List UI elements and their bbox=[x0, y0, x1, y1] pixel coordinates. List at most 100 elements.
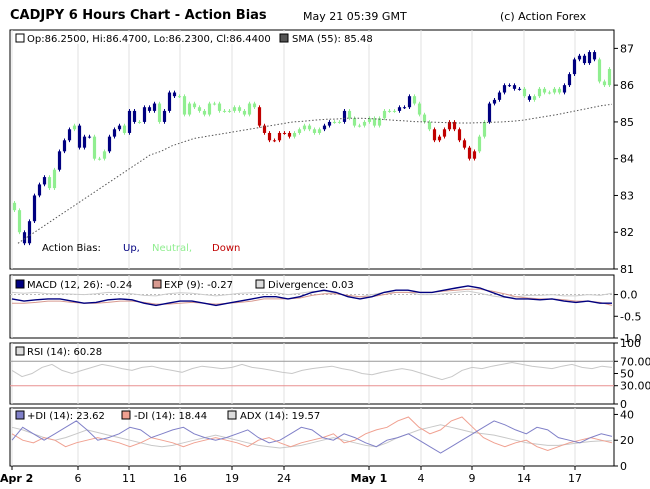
price-candle bbox=[352, 118, 357, 126]
price-candle bbox=[347, 110, 352, 119]
x-tick-label: 19 bbox=[225, 472, 239, 485]
adx-label: ADX (14): 19.57 bbox=[240, 411, 320, 422]
price-candle bbox=[527, 96, 532, 100]
y-tick-label: 0 bbox=[620, 460, 627, 473]
price-candle bbox=[42, 177, 47, 185]
y-tick-label: 100 bbox=[620, 337, 641, 350]
price-candle bbox=[607, 68, 612, 86]
rsi-panel bbox=[9, 342, 615, 405]
price-candle bbox=[322, 125, 327, 130]
mdi-legend-swatch bbox=[121, 410, 131, 420]
price-candle bbox=[422, 114, 427, 122]
x-tick-label: 11 bbox=[122, 472, 136, 485]
pdi-line bbox=[11, 420, 613, 454]
x-tick-label: 9 bbox=[469, 472, 476, 485]
price-candle bbox=[142, 107, 147, 122]
price-candle bbox=[367, 118, 372, 122]
rsi-line bbox=[11, 361, 613, 381]
price-candle bbox=[307, 125, 312, 130]
price-candle bbox=[197, 107, 202, 111]
macd-legend-swatch bbox=[15, 279, 25, 289]
price-candle bbox=[537, 88, 542, 97]
price-candle bbox=[102, 151, 107, 159]
price-candle bbox=[207, 103, 212, 115]
price-candle bbox=[417, 103, 422, 115]
price-candle bbox=[292, 132, 297, 137]
bias-neutral-label: Neutral, bbox=[152, 243, 192, 254]
mdi-line bbox=[11, 416, 613, 452]
dmi-legend: +DI (14): 23.62 -DI (14): 18.44 ADX (14)… bbox=[15, 410, 320, 422]
price-candle bbox=[497, 92, 502, 100]
price-candle bbox=[187, 103, 192, 115]
y-tick-label: 20 bbox=[620, 434, 634, 447]
y-tick-label: 85 bbox=[620, 116, 634, 129]
x-tick-label: Apr 2 bbox=[0, 472, 33, 485]
price-candle bbox=[597, 59, 602, 82]
price-candle bbox=[317, 129, 322, 133]
price-candle bbox=[12, 202, 17, 211]
price-candle bbox=[342, 110, 347, 122]
price-candle bbox=[562, 85, 567, 93]
price-candle bbox=[412, 96, 417, 104]
price-candle bbox=[132, 110, 137, 122]
y-tick-label: 70.00 bbox=[620, 355, 650, 368]
y-tick-label: 81 bbox=[620, 263, 634, 276]
price-candle bbox=[402, 107, 407, 109]
sma-line bbox=[17, 103, 613, 244]
price-candle bbox=[212, 103, 217, 105]
price-candle bbox=[457, 129, 462, 141]
price-candle bbox=[152, 103, 157, 111]
dmi-panel bbox=[9, 407, 615, 467]
price-candle bbox=[267, 132, 272, 141]
price-candle bbox=[442, 129, 447, 137]
price-candle bbox=[547, 92, 552, 94]
price-candle bbox=[97, 158, 102, 160]
x-tick-label: 6 bbox=[75, 472, 82, 485]
price-candle bbox=[27, 221, 32, 244]
price-candle bbox=[297, 129, 302, 133]
timestamp: May 21 05:39 GMT bbox=[303, 10, 407, 23]
price-candle bbox=[502, 85, 507, 93]
y-tick-label: 86 bbox=[620, 79, 634, 92]
price-candle bbox=[47, 177, 52, 189]
price-candle bbox=[462, 140, 467, 148]
dmi-plot bbox=[11, 416, 613, 454]
exp-line bbox=[12, 288, 613, 306]
ohlc-legend-swatch bbox=[15, 33, 25, 43]
copyright-credit: (c) Action Forex bbox=[500, 10, 587, 23]
price-candle bbox=[542, 88, 547, 93]
price-candle bbox=[387, 110, 392, 112]
x-tick-label: 14 bbox=[517, 472, 531, 485]
price-candle bbox=[237, 107, 242, 111]
y-tick-label: 87 bbox=[620, 42, 634, 55]
price-candle bbox=[492, 99, 497, 104]
price-candle bbox=[62, 140, 67, 152]
price-panel bbox=[9, 29, 615, 270]
exp-label: EXP (9): -0.27 bbox=[164, 280, 233, 291]
price-candle bbox=[147, 107, 152, 111]
x-tick-label: 4 bbox=[418, 472, 425, 485]
bias-down-label: Down bbox=[212, 243, 240, 254]
price-candle bbox=[507, 85, 512, 87]
y-tick-label: 83 bbox=[620, 189, 634, 202]
price-candle bbox=[127, 110, 132, 133]
price-candle bbox=[432, 129, 437, 141]
price-candle bbox=[302, 125, 307, 130]
price-candle bbox=[277, 132, 282, 141]
price-candle bbox=[232, 107, 237, 111]
price-candle bbox=[472, 151, 477, 159]
rsi-legend: RSI (14): 60.28 bbox=[15, 346, 102, 358]
divergence-legend-swatch bbox=[255, 279, 265, 289]
price-legend: Op:86.2500, Hi:86.4700, Lo:86.2300, Cl:8… bbox=[14, 32, 385, 45]
price-candle bbox=[57, 151, 62, 170]
price-candle bbox=[122, 125, 127, 133]
y-tick-label: 84 bbox=[620, 153, 634, 166]
price-candle bbox=[87, 136, 92, 138]
macd-line bbox=[11, 285, 612, 307]
sma-legend-swatch bbox=[279, 33, 289, 43]
price-candle bbox=[172, 92, 177, 97]
price-candle bbox=[252, 103, 257, 108]
price-candle bbox=[92, 136, 97, 159]
divergence-line bbox=[11, 290, 613, 299]
